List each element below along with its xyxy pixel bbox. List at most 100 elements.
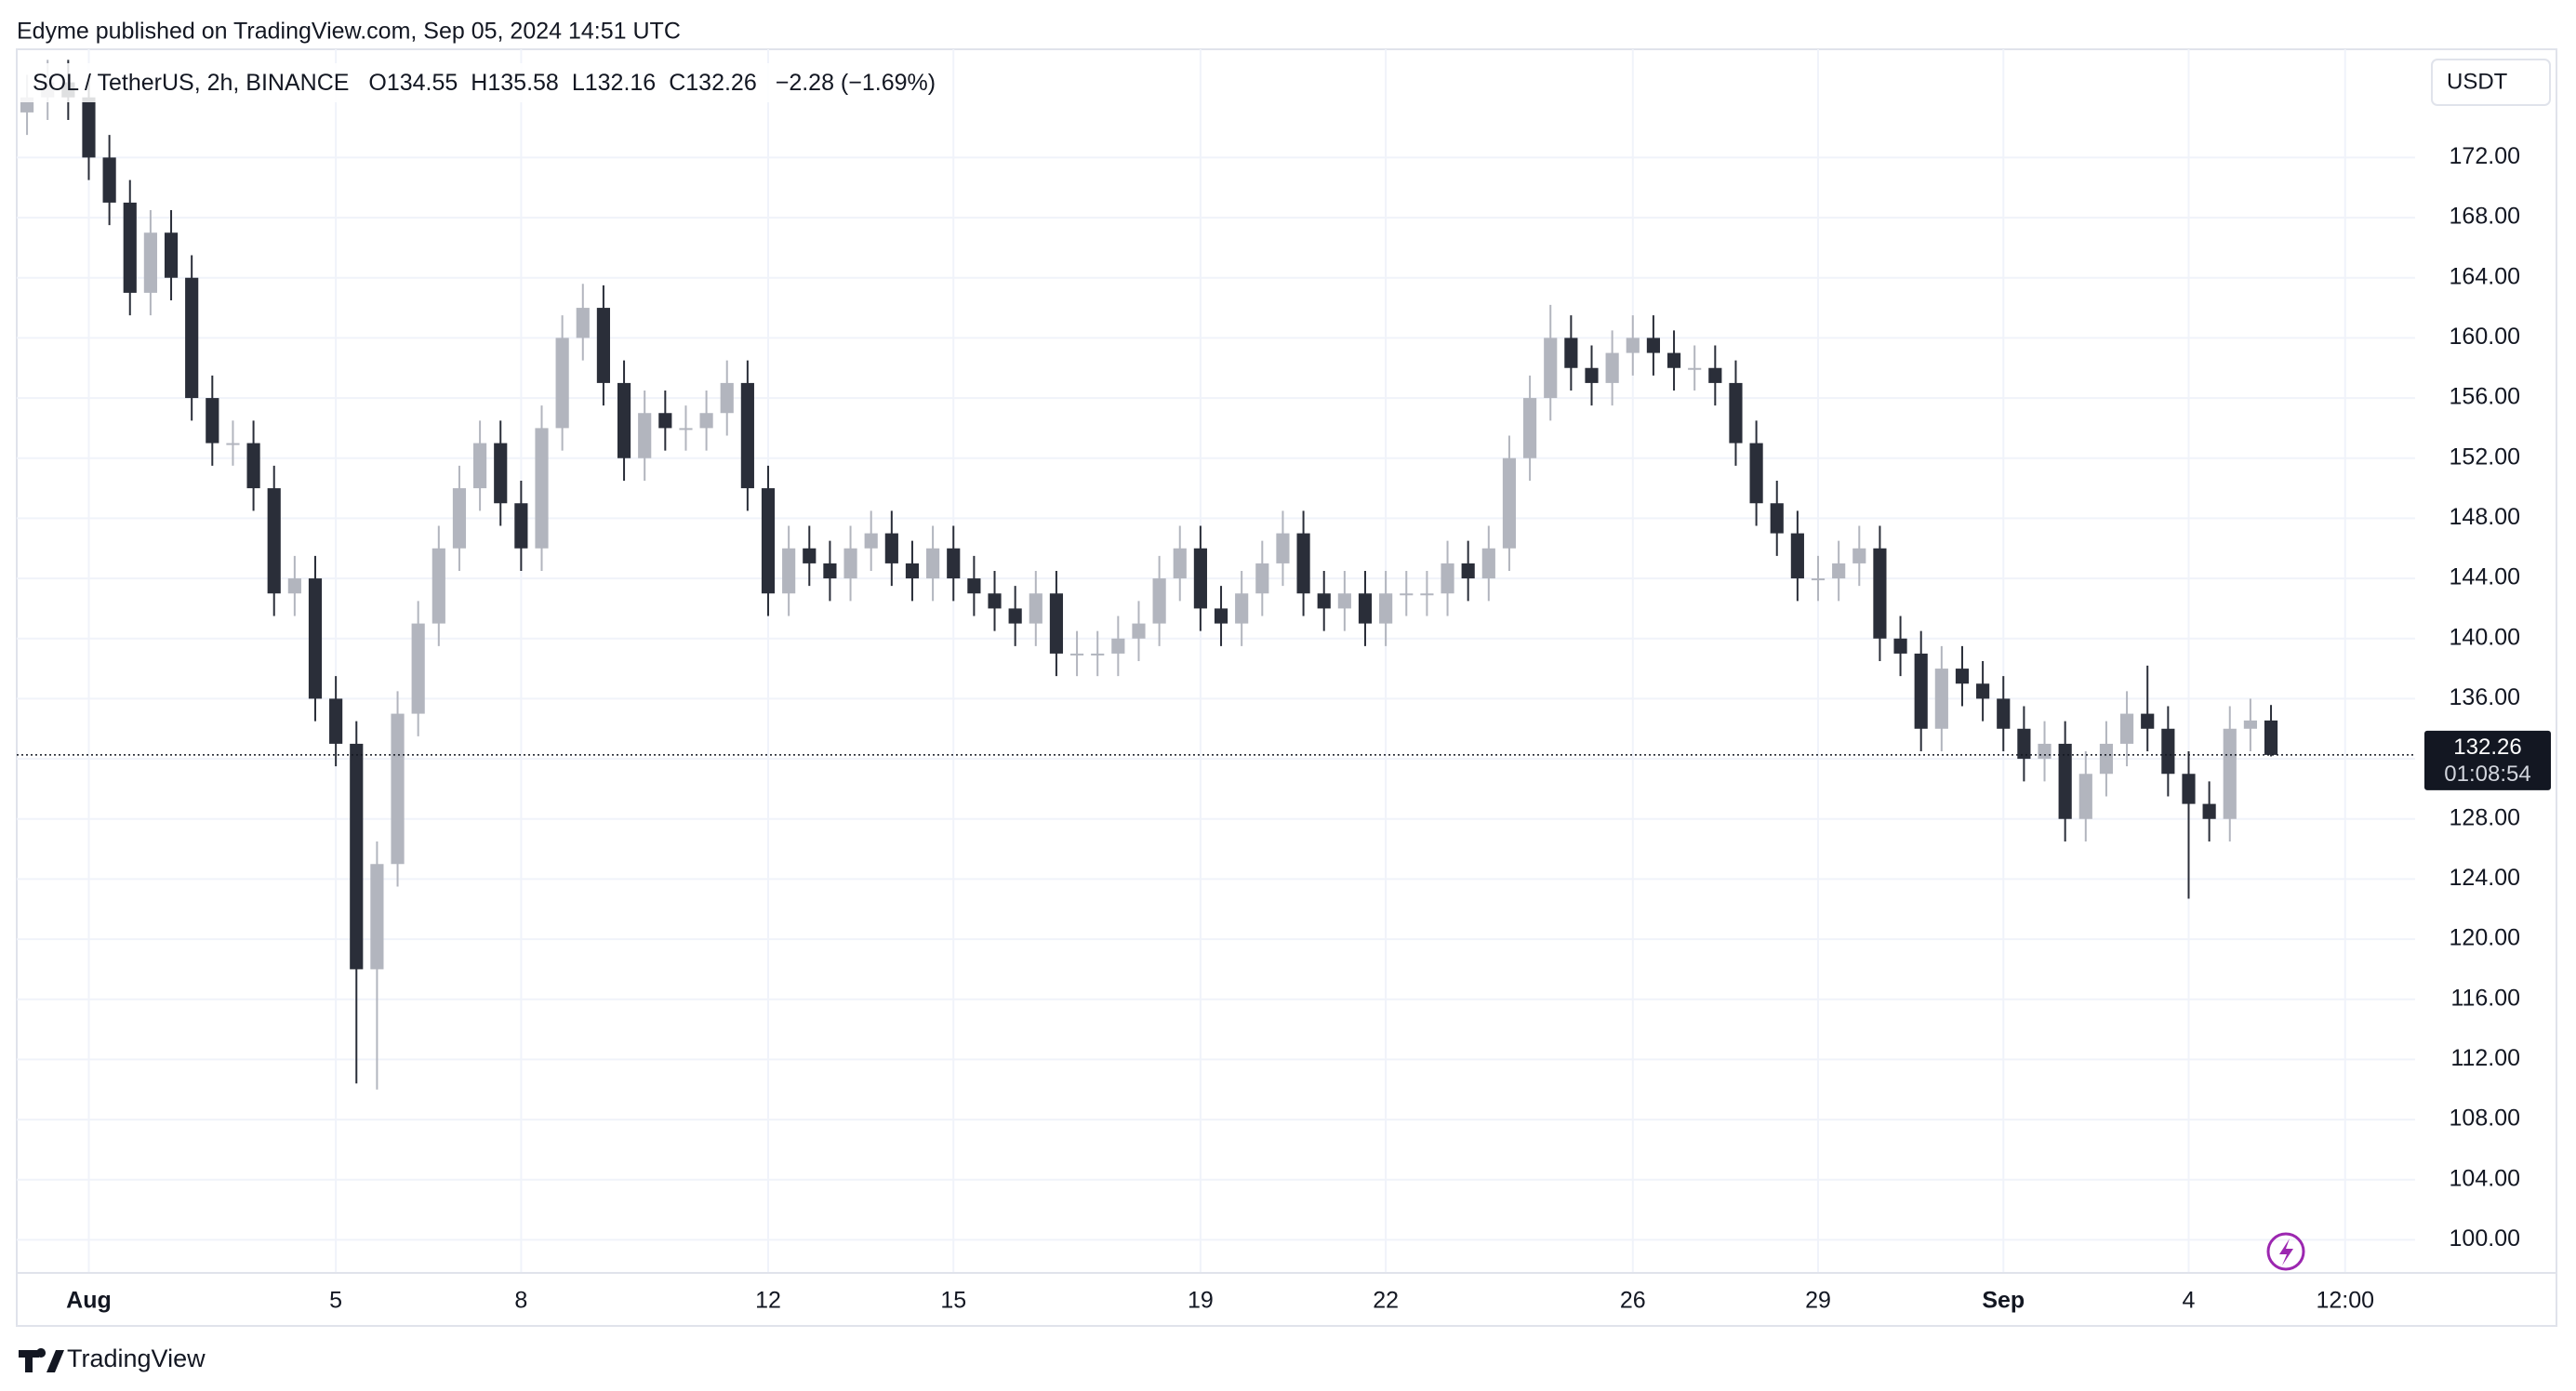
flash-bolt	[2279, 1239, 2293, 1265]
symbol-legend: SOL / TetherUS, 2h, BINANCE O134.55 H135.…	[20, 63, 936, 102]
chart-frame	[16, 48, 2557, 1327]
flash-icon[interactable]	[2266, 1232, 2305, 1271]
candle-body	[2202, 803, 2216, 819]
candle-body	[1049, 593, 1064, 654]
y-tick-label: 152.00	[2450, 444, 2520, 470]
candle-body	[350, 743, 364, 970]
candle-body	[1420, 593, 1434, 596]
y-tick-label: 168.00	[2450, 204, 2520, 230]
candle-body	[1666, 352, 1681, 368]
y-tick-label: 172.00	[2450, 143, 2520, 169]
candle-body	[1029, 593, 1042, 624]
candle-body	[1852, 548, 1866, 563]
y-tick-label: 120.00	[2450, 925, 2520, 951]
candle-body	[1544, 338, 1558, 399]
candle-body	[740, 382, 754, 489]
x-tick-label: 4	[2183, 1288, 2196, 1314]
x-tick-label: Sep	[1982, 1288, 2025, 1314]
candle-body	[1111, 638, 1125, 654]
candle-body	[143, 232, 157, 293]
candle-body	[782, 548, 796, 594]
candle-body	[1976, 683, 1990, 699]
candle-body	[82, 97, 96, 158]
candle-body	[843, 548, 857, 579]
brand-name: TradingView	[67, 1345, 206, 1372]
candle-body	[617, 382, 631, 458]
brand-logo	[19, 1348, 64, 1372]
candle-body	[1008, 608, 1022, 624]
candle-body	[1481, 548, 1495, 579]
candle-body	[2161, 728, 2175, 775]
candle-body	[2017, 728, 2031, 760]
candle-body	[1255, 563, 1269, 594]
candle-body	[329, 698, 343, 744]
candle-body	[1934, 669, 1948, 729]
candle-body	[761, 488, 776, 594]
x-tick-label: 19	[1188, 1288, 1214, 1314]
candle-body	[164, 232, 179, 278]
candle-body	[926, 548, 940, 579]
candle-body	[1729, 382, 1743, 444]
candle-body	[226, 443, 240, 445]
candle-body	[267, 488, 281, 594]
y-tick-label: 104.00	[2450, 1165, 2520, 1191]
candle-body	[1461, 563, 1475, 579]
candle-body	[823, 563, 837, 579]
candle-body	[967, 578, 981, 594]
candle-body	[1646, 338, 1661, 353]
plot-area: 100.00 104.00 108.00 112.00 116.00 120.00 124.…	[17, 49, 2556, 1314]
candle-body	[1873, 548, 1887, 639]
x-tick-label: 15	[940, 1288, 966, 1314]
candle-body	[370, 864, 384, 970]
candle-body	[1235, 593, 1249, 624]
y-tick-label: 164.00	[2450, 263, 2520, 289]
candle-body	[1708, 367, 1722, 383]
candle-body	[1770, 503, 1784, 534]
candle-body	[555, 338, 569, 429]
legend-backdrop	[20, 63, 923, 102]
candle-body	[514, 503, 528, 549]
y-tick-label: 128.00	[2450, 804, 2520, 830]
candle-body	[246, 443, 260, 489]
candle-body	[1893, 638, 1907, 654]
x-tick-label: 12:00	[2316, 1288, 2374, 1314]
x-tick-label: 29	[1805, 1288, 1831, 1314]
candle-body	[1585, 367, 1599, 383]
candle-body	[2078, 774, 2092, 819]
candle-body	[1091, 653, 1105, 656]
candle-body	[2243, 720, 2257, 729]
candle-body	[206, 398, 219, 444]
candle-body	[1337, 593, 1351, 609]
legend-text: SOL / TetherUS, 2h, BINANCE O134.55 H135.…	[33, 70, 936, 96]
currency-button[interactable]	[2431, 59, 2551, 106]
candle-body	[1790, 533, 1804, 579]
candle-body	[1276, 533, 1290, 563]
candle-body	[905, 563, 920, 579]
candle-body	[1605, 352, 1619, 383]
legend-item: O134.55	[368, 70, 458, 96]
candle-body	[1379, 593, 1393, 624]
candle-body	[2264, 720, 2278, 755]
y-tick-label: 144.00	[2450, 564, 2520, 590]
legend-item: C132.26	[669, 70, 757, 96]
candle-body	[1400, 593, 1414, 596]
last-price-box	[2424, 730, 2551, 790]
candle-body	[1069, 653, 1084, 656]
y-tick-label: 100.00	[2450, 1225, 2520, 1252]
candle-body	[1502, 457, 1517, 549]
candle-body	[308, 578, 323, 699]
y-tick-label: 160.00	[2450, 324, 2520, 350]
last-price-label: 132.26	[2453, 735, 2521, 760]
candle-body	[1997, 698, 2011, 729]
x-tick-label: 22	[1373, 1288, 1399, 1314]
y-tick-label: 124.00	[2450, 865, 2520, 891]
candle-body	[1955, 669, 1970, 684]
candle-body	[2182, 774, 2196, 804]
candle-body	[2038, 743, 2052, 760]
currency-label[interactable]: USDT	[2447, 69, 2508, 94]
candle-body	[1688, 367, 1702, 370]
legend-item: L132.16	[572, 70, 656, 96]
candle-body	[452, 488, 467, 549]
y-tick-label: 148.00	[2450, 504, 2520, 530]
